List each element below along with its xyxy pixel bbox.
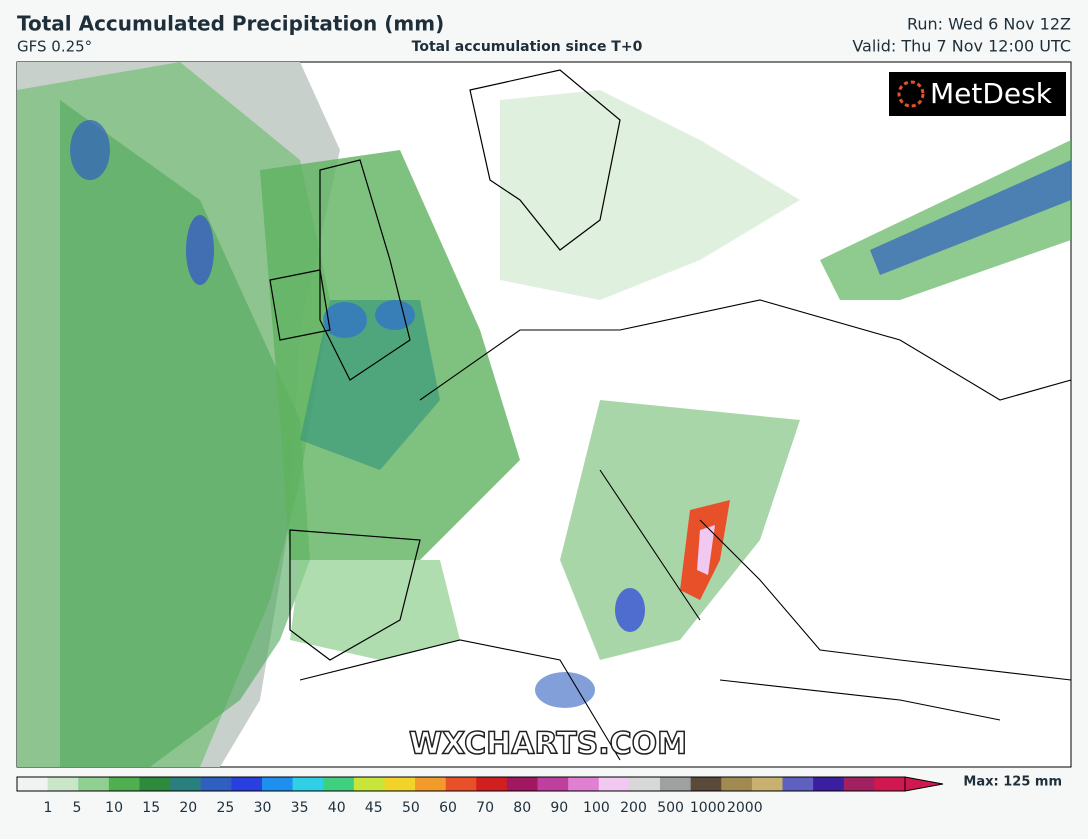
colorbar-swatch (139, 777, 171, 791)
colorbar-tick-label: 5 (73, 800, 82, 816)
subtitle: Total accumulation since T+0 (412, 39, 643, 55)
colorbar-swatch (353, 777, 385, 791)
colorbar-tick-label: 2000 (727, 800, 763, 816)
logo-icon (897, 80, 925, 108)
colorbar-swatch (690, 777, 722, 791)
colorbar-tick-label: 70 (476, 800, 494, 816)
colorbar-swatch (170, 777, 202, 791)
colorbar-swatch (415, 777, 447, 791)
colorbar-swatch (660, 777, 692, 791)
colorbar-swatch (476, 777, 508, 791)
colorbar-swatch (47, 777, 79, 791)
colorbar-tick-label: 15 (142, 800, 160, 816)
max-label: Max: 125 mm (963, 775, 1062, 790)
colorbar-tick-label: 200 (620, 800, 647, 816)
colorbar-swatch (782, 777, 814, 791)
colorbar-tick-label: 40 (328, 800, 346, 816)
colorbar-tick-label: 1000 (690, 800, 726, 816)
colorbar-swatch (231, 777, 263, 791)
colorbar-swatch (721, 777, 753, 791)
colorbar: 1 5 10 15 20 25 30 35 40 45 50 60 70 80 90 100 200 500 100… (16, 776, 944, 816)
colorbar-tick-label: 25 (216, 800, 234, 816)
colorbar-swatch (200, 777, 232, 791)
colorbar-tick-label: 90 (550, 800, 568, 816)
colorbar-frame (16, 776, 906, 792)
valid: Valid: Thu 7 Nov 12:00 UTC (852, 37, 1071, 56)
run: Run: Wed 6 Nov 12Z (907, 15, 1071, 34)
colorbar-swatch (843, 777, 875, 791)
model: GFS 0.25° (17, 38, 92, 56)
colorbar-tick-label: 50 (402, 800, 420, 816)
colorbar-swatch (323, 777, 355, 791)
colorbar-tick-label: 1 (44, 800, 53, 816)
colorbar-swatch (17, 777, 49, 791)
colorbar-swatch (537, 777, 569, 791)
colorbar-swatch (629, 777, 661, 791)
colorbar-tick-label: 45 (365, 800, 383, 816)
colorbar-tick-label: 60 (439, 800, 457, 816)
colorbar-swatch (598, 777, 630, 791)
colorbar-swatch (261, 777, 294, 791)
colorbar-tick-label: 30 (254, 800, 272, 816)
colorbar-tick-label: 80 (513, 800, 531, 816)
colorbar-swatch (108, 777, 140, 791)
precip-field (17, 62, 1071, 767)
colorbar-swatch (384, 777, 416, 791)
map: MetDesk WXCHARTS.COM (16, 61, 1072, 768)
colorbar-swatch (751, 777, 784, 791)
logo-text: MetDesk (930, 77, 1053, 110)
logo-box (889, 72, 1066, 116)
colorbar-swatch (78, 777, 110, 791)
colorbar-swatch (445, 777, 477, 791)
colorbar-tick-label: 20 (179, 800, 197, 816)
colorbar-tick-label: 35 (291, 800, 309, 816)
title: Total Accumulated Precipitation (mm) (17, 12, 444, 36)
colorbar-swatch (874, 777, 906, 791)
colorbar-tick-label: 10 (105, 800, 123, 816)
colorbar-swatch (568, 777, 600, 791)
watermark: WXCHARTS.COM (409, 727, 687, 762)
colorbar-tick-label: 500 (657, 800, 684, 816)
colorbar-swatch (813, 777, 845, 791)
colorbar-swatch (506, 777, 539, 791)
colorbar-tick-label: 100 (583, 800, 610, 816)
colorbar-swatch (292, 777, 324, 791)
